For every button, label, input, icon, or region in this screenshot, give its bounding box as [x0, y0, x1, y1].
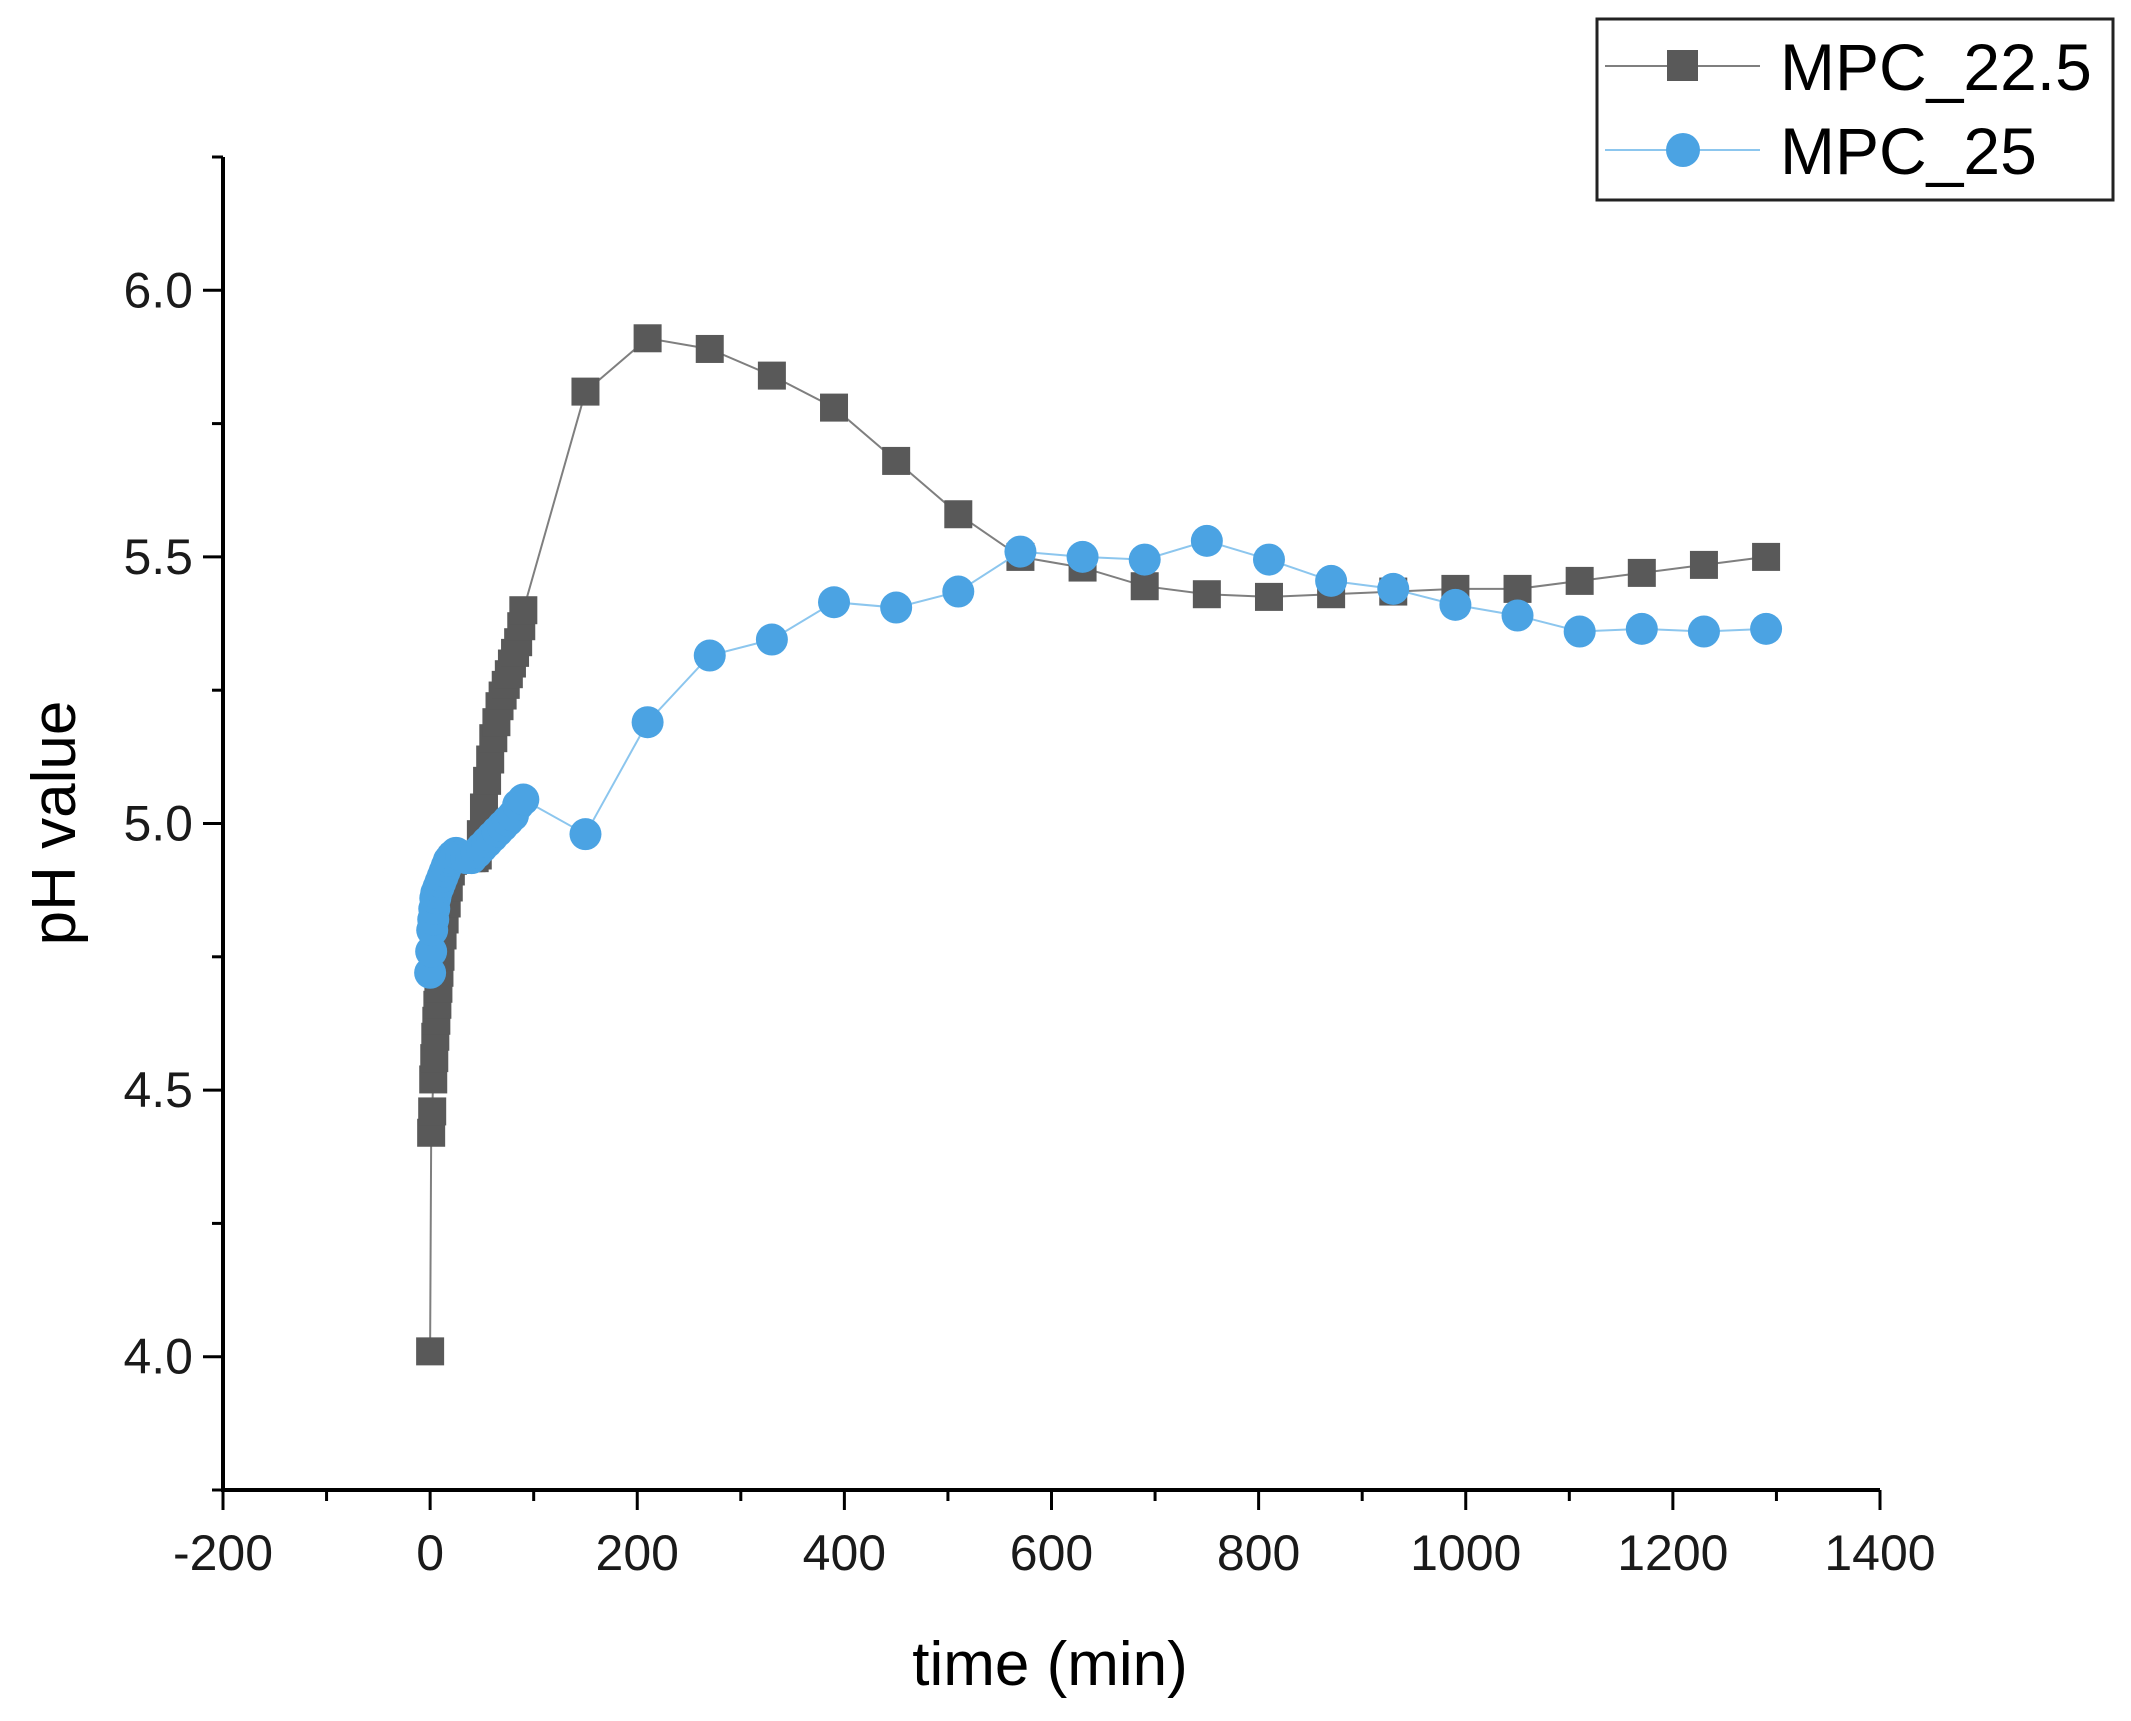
data-point-mpc-22-5: [882, 446, 911, 475]
series-mpc-25: [414, 524, 1783, 989]
data-point-mpc-22-5: [1627, 558, 1656, 587]
legend: MPC_22.5 MPC_25: [1595, 17, 2115, 202]
data-point-mpc-22-5: [418, 1097, 447, 1126]
legend-box: [1595, 17, 2115, 202]
y-tick-label: 4.5: [123, 1062, 193, 1118]
data-point-mpc-22-5: [1192, 580, 1221, 609]
data-point-mpc-22-5: [1565, 566, 1594, 595]
x-tick-label: 1400: [1824, 1525, 1935, 1581]
data-point-mpc-22-5: [1503, 574, 1532, 603]
data-point-mpc-25: [942, 575, 975, 608]
data-point-mpc-25: [1501, 599, 1534, 632]
data-point-mpc-22-5: [1254, 582, 1283, 611]
data-point-mpc-25: [755, 623, 788, 656]
data-point-mpc-22-5: [1130, 572, 1159, 601]
x-tick-label: 200: [596, 1525, 679, 1581]
data-point-mpc-25: [1190, 524, 1223, 557]
data-point-mpc-22-5: [757, 361, 786, 390]
x-tick-label: 0: [416, 1525, 444, 1581]
data-point-mpc-25: [1004, 535, 1037, 568]
y-tick-label: 5.5: [123, 529, 193, 585]
legend-marker-mpc-22-5: [1667, 50, 1698, 81]
series-line-mpc-22-5: [429, 337, 1767, 1352]
data-point-mpc-25: [1625, 612, 1658, 645]
data-point-mpc-25: [1563, 615, 1596, 648]
data-point-mpc-22-5: [1752, 542, 1781, 571]
data-point-mpc-25: [1315, 564, 1348, 597]
x-axis-title: time (min): [912, 1630, 1188, 1699]
data-point-mpc-25: [1066, 540, 1099, 573]
legend-marker-mpc-25: [1666, 133, 1700, 167]
data-point-mpc-25: [507, 783, 540, 816]
data-point-mpc-25: [1252, 543, 1285, 576]
data-point-mpc-25: [818, 586, 851, 619]
data-point-mpc-25: [880, 591, 913, 624]
data-point-mpc-22-5: [509, 596, 538, 625]
x-tick-label: 400: [803, 1525, 886, 1581]
y-tick-label: 4.0: [123, 1329, 193, 1385]
data-point-mpc-25: [693, 639, 726, 672]
data-point-mpc-22-5: [695, 334, 724, 363]
x-tick-label: 600: [1010, 1525, 1093, 1581]
y-axis-title: pH value: [20, 701, 89, 946]
data-point-mpc-22-5: [571, 377, 600, 406]
data-point-mpc-25: [1750, 612, 1783, 645]
series-line-mpc-25: [429, 539, 1767, 973]
data-point-mpc-25: [1377, 572, 1410, 605]
data-point-mpc-25: [631, 706, 664, 739]
x-tick-label: -200: [173, 1525, 273, 1581]
data-point-mpc-25: [1439, 588, 1472, 621]
legend-label-mpc-22-5: MPC_22.5: [1780, 30, 2092, 104]
x-tick-label: 800: [1217, 1525, 1300, 1581]
x-tick-label: 1200: [1617, 1525, 1728, 1581]
data-point-mpc-22-5: [944, 500, 973, 529]
ticks: -200 0 200 400 600 800 1000 1200 1400 4.0 4.5 5.0 5.…: [123, 155, 1936, 1581]
y-tick-label: 5.0: [123, 796, 193, 852]
data-point-mpc-25: [569, 818, 602, 851]
legend-label-mpc-25: MPC_25: [1780, 114, 2037, 188]
data-point-mpc-22-5: [633, 324, 662, 353]
data-point-mpc-25: [1687, 615, 1720, 648]
series-mpc-22-5: [416, 324, 1781, 1366]
data-point-mpc-22-5: [416, 1337, 445, 1366]
data-point-mpc-22-5: [820, 393, 849, 422]
series: [414, 324, 1783, 1366]
x-tick-label: 1000: [1410, 1525, 1521, 1581]
y-tick-label: 6.0: [123, 262, 193, 318]
data-point-mpc-22-5: [1689, 550, 1718, 579]
data-point-mpc-25: [1128, 543, 1161, 576]
